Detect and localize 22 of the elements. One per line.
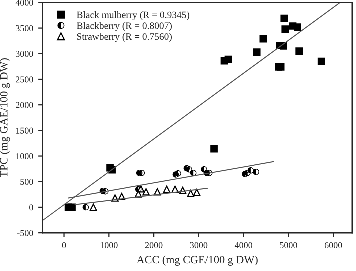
- y-tick-label: 500: [20, 179, 34, 186]
- y-tick-label: 2500: [16, 76, 34, 83]
- x-tick-label: 2000: [145, 242, 163, 248]
- y-axis-title: TPC (mg GAE/100 g DW): [0, 58, 10, 178]
- x-tick-label: 4000: [234, 242, 252, 248]
- y-tick-label: 3500: [16, 25, 34, 32]
- x-tick-label: 6000: [324, 242, 342, 248]
- y-tick-label: -500: [17, 230, 34, 236]
- legend-label: Black mulberry (R = 0.9345): [77, 12, 190, 20]
- x-tick-label: 0: [62, 242, 66, 248]
- y-tick-label: 3000: [16, 51, 34, 58]
- x-tick-label: 5000: [280, 242, 298, 248]
- legend-label: Blackberry (R = 0.8007): [77, 22, 172, 32]
- y-tick-label: 1500: [16, 128, 34, 134]
- legend-label: Strawberry (R = 0.7560): [77, 33, 172, 42]
- y-tick-label: 2000: [16, 102, 34, 108]
- y-tick-label: 4000: [16, 0, 34, 6]
- y-tick-label: 1000: [16, 153, 34, 160]
- x-axis-title: ACC (mg CGE/100 g DW): [136, 256, 258, 266]
- x-tick-label: 1000: [100, 242, 118, 248]
- x-tick-label: 3000: [190, 242, 208, 248]
- y-tick-label: 0: [30, 204, 34, 211]
